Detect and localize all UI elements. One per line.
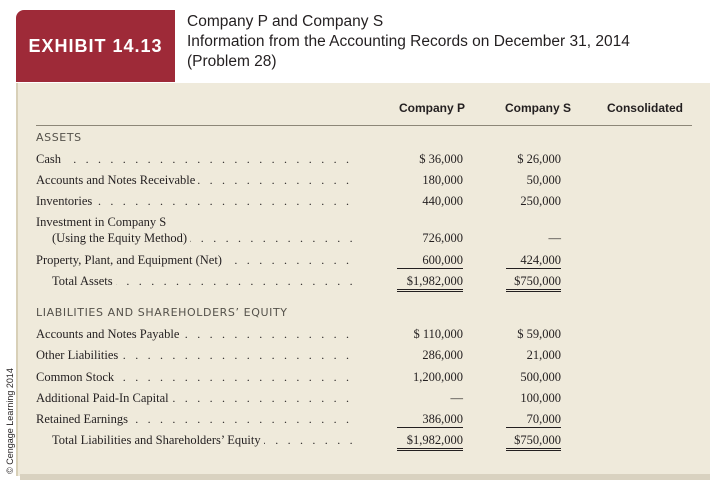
exhibit-title: Company P and Company S Information from… bbox=[187, 12, 707, 72]
company-p-value: 180,000 bbox=[422, 173, 463, 187]
row-label: . . . . . . . . . . . . . . . . . . . . … bbox=[52, 231, 358, 245]
row-label: . . . . . . . . . . . . . . . . . . . . … bbox=[52, 274, 358, 288]
row-label: . . . . . . . . . . . . . . . . . . . . … bbox=[36, 412, 358, 426]
table-row: . . . . . . . . . . . . . . . . . . . . … bbox=[36, 326, 696, 344]
table-row: . . . . . . . . . . . . . . . . . . . . … bbox=[36, 390, 696, 408]
header-rule bbox=[36, 125, 692, 126]
company-p-value: $ 110,000 bbox=[413, 327, 463, 341]
section-assets: ASSETS bbox=[36, 131, 82, 144]
exhibit-label: EXHIBIT 14.13 bbox=[28, 35, 163, 56]
row-label: . . . . . . . . . . . . . . . . . . . . … bbox=[36, 391, 358, 405]
company-s-value: $ 59,000 bbox=[517, 327, 561, 341]
company-p-value: $ 36,000 bbox=[419, 152, 463, 166]
table-row: . . . . . . . . . . . . . . . . . . . . … bbox=[36, 172, 696, 190]
company-p-value: 440,000 bbox=[422, 194, 463, 208]
company-s-value: $750,000 bbox=[506, 273, 561, 292]
column-header-consolidated: Consolidated bbox=[606, 101, 683, 115]
company-p-value: 386,000 bbox=[397, 411, 463, 428]
company-s-value: 424,000 bbox=[506, 252, 561, 269]
company-s-value: 70,000 bbox=[506, 411, 561, 428]
company-p-value: 1,200,000 bbox=[413, 370, 463, 384]
row-label: . . . . . . . . . . . . . . . . . . . . … bbox=[36, 327, 358, 341]
title-line-2: Information from the Accounting Records … bbox=[187, 33, 630, 50]
company-s-value: 250,000 bbox=[520, 194, 561, 208]
company-p-value: — bbox=[450, 391, 464, 405]
row-label: . . . . . . . . . . . . . . . . . . . . … bbox=[36, 253, 358, 267]
row-label: . . . . . . . . . . . . . . . . . . . . … bbox=[36, 194, 358, 208]
table-row-total: . . . . . . . . . . . . . . . . . . . . … bbox=[36, 273, 696, 292]
company-p-value: $1,982,000 bbox=[397, 273, 463, 292]
company-p-value: $1,982,000 bbox=[397, 432, 463, 451]
section-liabilities-equity: LIABILITIES AND SHAREHOLDERS’ EQUITY bbox=[36, 306, 288, 319]
company-s-value: 21,000 bbox=[526, 348, 561, 362]
row-label: . . . . . . . . . . . . . . . . . . . . … bbox=[36, 173, 358, 187]
column-header-company-p: Company P bbox=[398, 101, 465, 115]
company-s-value: — bbox=[548, 231, 562, 245]
table-row: . . . . . . . . . . . . . . . . . . . . … bbox=[36, 230, 696, 248]
company-p-value: 726,000 bbox=[422, 231, 463, 245]
table-row: Investment in Company S bbox=[36, 214, 696, 232]
title-line-1: Company P and Company S bbox=[187, 13, 384, 30]
table-row: . . . . . . . . . . . . . . . . . . . . … bbox=[36, 193, 696, 211]
table-row: . . . . . . . . . . . . . . . . . . . . … bbox=[36, 411, 696, 429]
exhibit-badge: EXHIBIT 14.13 bbox=[16, 10, 175, 82]
title-line-3: (Problem 28) bbox=[187, 53, 277, 70]
copyright-credit: © Cengage Learning 2014 bbox=[5, 368, 15, 474]
table-row: . . . . . . . . . . . . . . . . . . . . … bbox=[36, 151, 696, 169]
company-p-value: 286,000 bbox=[422, 348, 463, 362]
row-label: . . . . . . . . . . . . . . . . . . . . … bbox=[36, 370, 358, 384]
table-row: . . . . . . . . . . . . . . . . . . . . … bbox=[36, 252, 696, 270]
table-row: . . . . . . . . . . . . . . . . . . . . … bbox=[36, 369, 696, 387]
company-s-value: 50,000 bbox=[526, 173, 561, 187]
row-label: . . . . . . . . . . . . . . . . . . . . … bbox=[36, 348, 358, 362]
row-label: . . . . . . . . . . . . . . . . . . . . … bbox=[36, 152, 358, 166]
row-label: . . . . . . . . . . . . . . . . . . . . … bbox=[52, 433, 358, 447]
table-row: . . . . . . . . . . . . . . . . . . . . … bbox=[36, 347, 696, 365]
table-row-total: . . . . . . . . . . . . . . . . . . . . … bbox=[36, 432, 696, 451]
company-s-value: 100,000 bbox=[520, 391, 561, 405]
row-label: Investment in Company S bbox=[36, 214, 358, 230]
table-panel bbox=[16, 83, 710, 476]
company-s-value: $750,000 bbox=[506, 432, 561, 451]
panel-shadow bbox=[20, 474, 710, 480]
company-p-value: 600,000 bbox=[397, 252, 463, 269]
company-s-value: $ 26,000 bbox=[517, 152, 561, 166]
column-header-company-s: Company S bbox=[504, 101, 571, 115]
company-s-value: 500,000 bbox=[520, 370, 561, 384]
